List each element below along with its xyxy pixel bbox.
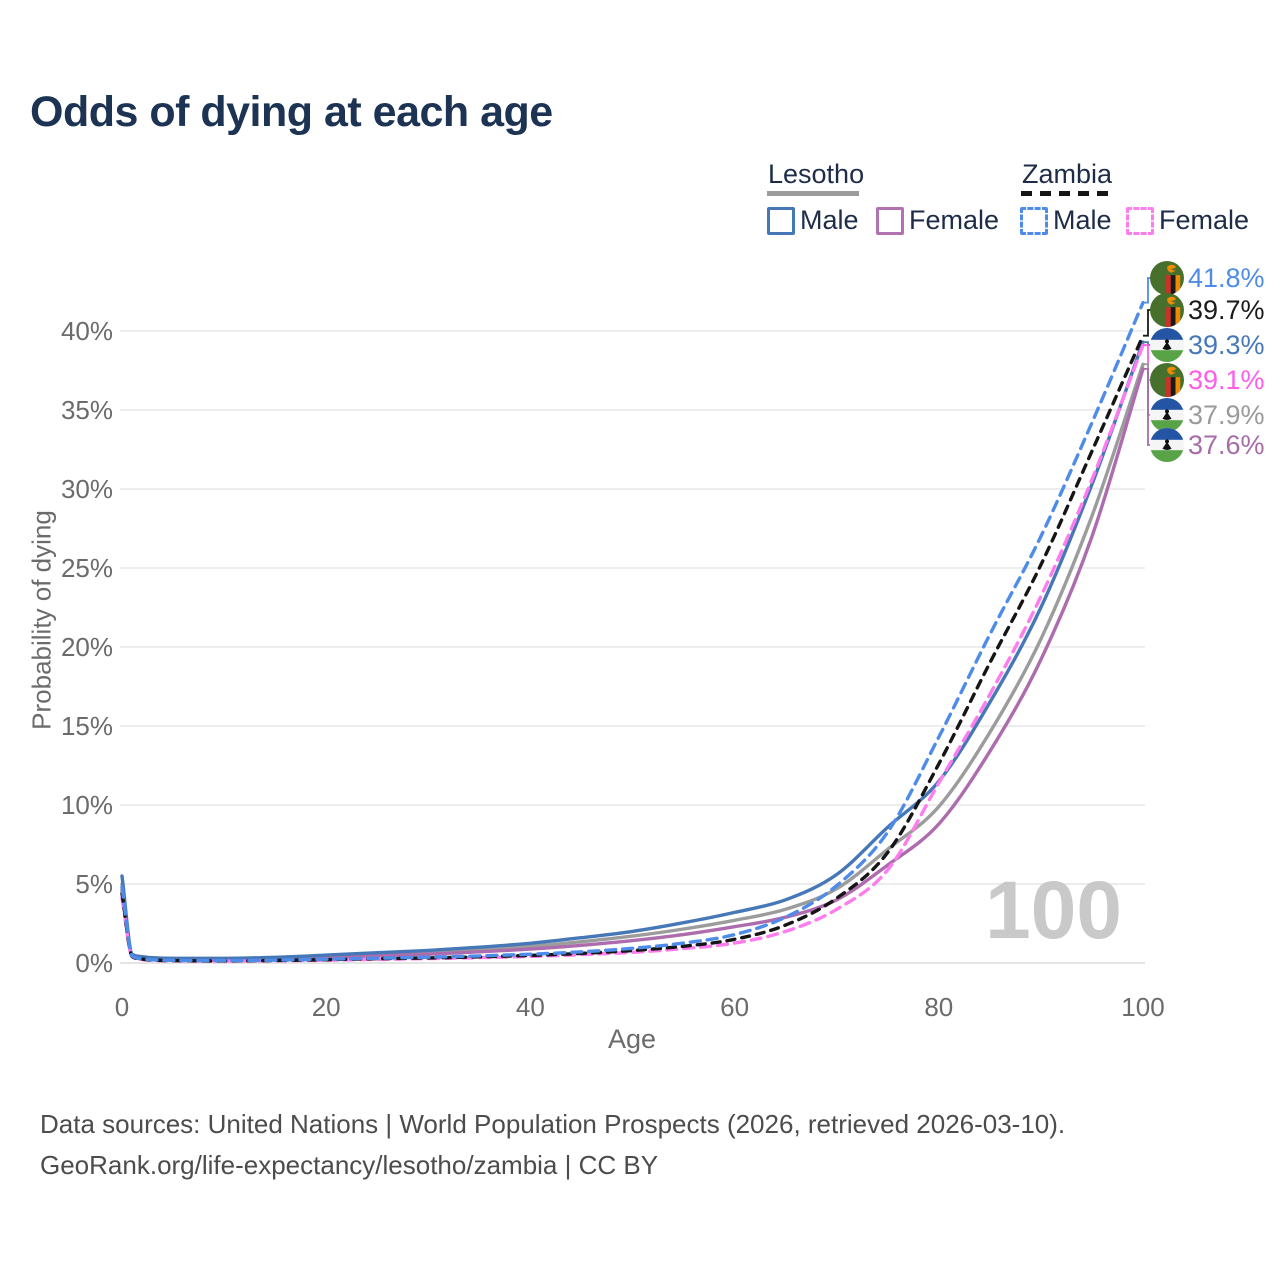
curves: [120, 300, 1145, 963]
y-tick-label: 20%: [60, 632, 113, 662]
y-tick-label: 25%: [60, 553, 113, 583]
x-tick-label: 20: [311, 992, 341, 1022]
line-lesotho-male[interactable]: [120, 340, 1145, 961]
legend-item-label: Male: [800, 205, 859, 235]
end-value-label: 41.8%: [1188, 262, 1265, 293]
y-axis-title: Probability of dying: [26, 510, 57, 730]
lesotho-female-swatch-icon: [876, 206, 904, 235]
y-tick-label: 0%: [75, 948, 113, 978]
end-label-lesotho-combined: 37.9%: [1150, 397, 1265, 433]
legend-item-label: Female: [1159, 205, 1250, 235]
zambia-flag-icon: [1150, 261, 1184, 295]
legend-lesotho-line-sample: [767, 191, 859, 196]
y-tick-label: 40%: [60, 316, 113, 346]
end-value-label: 39.1%: [1188, 364, 1265, 395]
x-tick-label: 60: [720, 992, 750, 1022]
lesotho-flag-icon: [1150, 398, 1184, 432]
x-tick-label: 40: [515, 992, 545, 1022]
watermark-age-100: 100: [985, 865, 1122, 956]
end-value-label: 37.9%: [1188, 399, 1265, 430]
legend-item-label: Male: [1053, 205, 1112, 235]
end-label-zambia-female: 39.1%: [1150, 362, 1265, 398]
zambia-flag-icon: [1150, 293, 1184, 327]
x-tick-label: 80: [924, 992, 954, 1022]
legend-item-zambia-male[interactable]: Male: [1020, 205, 1112, 236]
footer: Data sources: United Nations | World Pop…: [40, 1104, 1065, 1186]
end-value-label: 39.7%: [1188, 294, 1265, 325]
y-tick-label: 35%: [60, 395, 113, 425]
end-label-lesotho-female: 37.6%: [1150, 427, 1265, 463]
y-tick-label: 10%: [60, 790, 113, 820]
end-label-lesotho-male: 39.3%: [1150, 327, 1265, 363]
legend-group-lesotho[interactable]: Lesotho: [768, 159, 865, 189]
legend-item-lesotho-male[interactable]: Male: [767, 205, 859, 236]
y-tick-label: 15%: [60, 711, 113, 741]
legend-item-zambia-female[interactable]: Female: [1126, 205, 1249, 236]
data-source-text: Data sources: United Nations | World Pop…: [40, 1109, 1066, 1139]
y-tick-label: 30%: [60, 474, 113, 504]
lesotho-flag-icon: [1150, 328, 1184, 362]
zambia-flag-icon: [1150, 363, 1184, 397]
lesotho-flag-icon: [1150, 428, 1184, 462]
legend-item-label: Female: [909, 205, 1000, 235]
gridlines: [120, 330, 1145, 964]
y-tick-label: 5%: [75, 869, 113, 899]
end-label-zambia-male: 41.8%: [1150, 260, 1265, 296]
attribution-link-text[interactable]: GeoRank.org/life-expectancy/lesotho/zamb…: [40, 1150, 659, 1180]
x-axis-title: Age: [607, 1024, 657, 1054]
x-tick-label: 0: [114, 992, 130, 1022]
page-title: Odds of dying at each age: [30, 88, 553, 136]
x-tick-label: 100: [1121, 992, 1165, 1022]
zambia-male-swatch-icon: [1020, 206, 1048, 235]
legend-group-zambia[interactable]: Zambia: [1022, 159, 1113, 189]
legend-item-lesotho-female[interactable]: Female: [876, 205, 999, 236]
line-zambia-male[interactable]: [120, 300, 1145, 963]
legend-zambia-line-sample: [1021, 191, 1109, 196]
end-value-label: 37.6%: [1188, 429, 1265, 460]
zambia-female-swatch-icon: [1126, 206, 1154, 235]
end-label-zambia-combined: 39.7%: [1150, 292, 1265, 328]
lesotho-male-swatch-icon: [767, 206, 795, 235]
end-value-label: 39.3%: [1188, 329, 1265, 360]
